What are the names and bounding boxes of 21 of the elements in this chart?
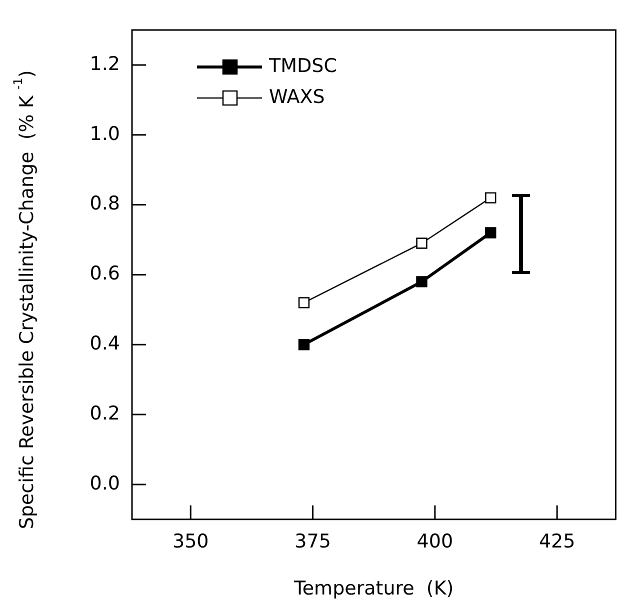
y-tick-label: 0.4 <box>90 332 120 355</box>
y-tick-label: 1.2 <box>90 52 120 75</box>
point <box>298 297 310 308</box>
point <box>298 339 310 350</box>
legend-label: TMDSC <box>268 54 337 77</box>
y-axis-title: Specific Reversible Crystallinity-Change (% K -1) <box>11 70 38 530</box>
point <box>416 276 428 288</box>
x-tick-label: 400 <box>416 530 454 553</box>
point <box>485 227 496 238</box>
y-tick-label: 0.0 <box>90 472 120 494</box>
y-tick-label: 1.0 <box>90 122 120 145</box>
y-tick-label: 0.6 <box>90 262 120 285</box>
point <box>485 192 496 204</box>
y-tick-label: 0.2 <box>90 402 120 424</box>
x-tick-label: 350 <box>172 530 209 553</box>
point <box>416 238 428 249</box>
y-tick-label: 0.8 <box>90 192 120 215</box>
x-axis-title: Temperature (K) <box>292 578 454 600</box>
x-tick-label: 375 <box>294 530 331 553</box>
legend-label: WAXS <box>269 86 325 108</box>
x-tick-label: 425 <box>538 530 576 553</box>
